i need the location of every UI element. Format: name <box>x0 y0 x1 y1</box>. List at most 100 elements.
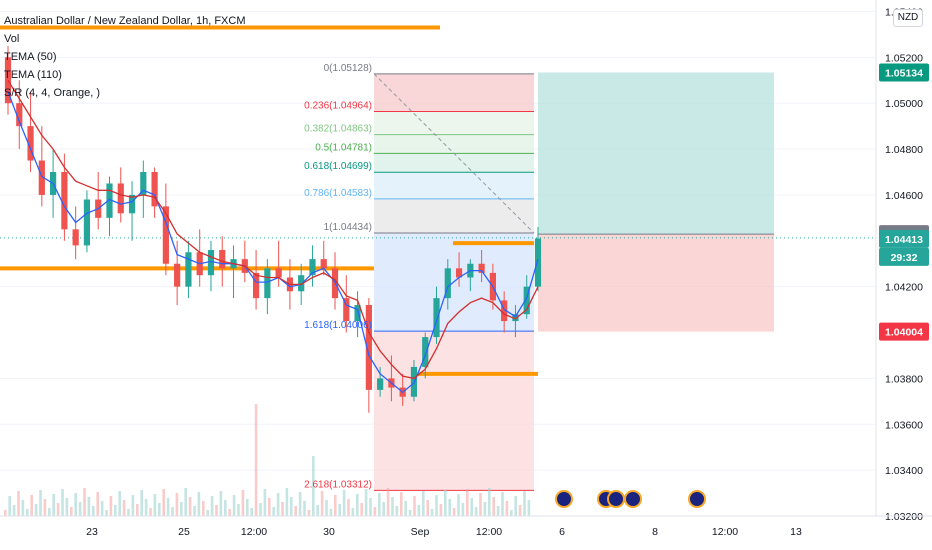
volume-bar <box>479 493 482 516</box>
volume-bar <box>215 505 218 516</box>
currency-badge[interactable]: NZD <box>893 9 923 27</box>
y-tick-label: 1.04200 <box>885 282 923 294</box>
y-tick-label: 1.04600 <box>885 190 923 202</box>
volume-bar <box>470 498 473 516</box>
x-tick-label: 25 <box>178 526 190 538</box>
candle-body <box>501 300 508 322</box>
volume-bar <box>303 501 306 516</box>
volume-bar <box>312 456 315 516</box>
y-tick-label: 1.03600 <box>885 419 923 431</box>
volume-bar <box>83 488 86 516</box>
volume-bar <box>254 404 258 516</box>
volume-bar <box>281 502 284 516</box>
fib-label: 1(1.04434) <box>324 222 372 233</box>
fib-label: 0.5(1.04781) <box>315 142 372 153</box>
x-tick-label: 12:00 <box>476 526 502 538</box>
volume-bar <box>329 509 333 516</box>
candle-body <box>275 268 282 278</box>
candle-body <box>354 305 361 322</box>
volume-bar <box>48 508 51 516</box>
volume-bar <box>144 499 148 516</box>
indicator-tema110[interactable]: TEMA (110) <box>4 69 62 81</box>
volume-bar <box>153 494 157 516</box>
candle-body <box>512 314 519 322</box>
volume-bar <box>395 506 399 516</box>
events[interactable] <box>555 490 706 508</box>
position-stop-zone <box>538 234 774 332</box>
volume-bar <box>514 496 517 516</box>
x-tick-label: 30 <box>323 526 335 538</box>
candle-body <box>4 57 12 104</box>
x-tick-label: Sep <box>411 526 430 538</box>
tema-line-1 <box>7 79 539 380</box>
volume-bar <box>65 498 69 516</box>
candle-body <box>444 268 451 299</box>
volume-bar <box>444 490 447 516</box>
fib-zone <box>374 111 534 135</box>
volume-bar <box>26 509 29 516</box>
symbol-title[interactable]: Australian Dollar / New Zealand Dollar, … <box>4 15 246 27</box>
price-tag-label: 29:32 <box>891 252 918 264</box>
fib-zone <box>374 134 534 154</box>
candle-body <box>264 268 271 299</box>
volume-bar <box>369 498 372 516</box>
indicator-vol[interactable]: Vol <box>4 33 20 45</box>
volume-bar <box>320 491 324 516</box>
tema-line-0 <box>7 91 539 394</box>
fib-label: 0.236(1.04964) <box>304 100 372 111</box>
fib-zone <box>374 153 534 173</box>
volume-bar <box>483 502 487 516</box>
candle-body <box>534 238 542 287</box>
volume-bar <box>285 488 289 516</box>
volume-bar <box>17 491 20 516</box>
volume-bar <box>78 502 82 516</box>
fib-label: 1.618(1.04006) <box>304 320 372 331</box>
volume-bar <box>56 503 60 516</box>
volume-bar <box>202 501 205 516</box>
price-axis[interactable]: 1.054001.052001.050001.048001.046001.042… <box>875 0 932 550</box>
volume-bar <box>505 501 509 516</box>
volume-bar <box>342 490 346 516</box>
volume-bar <box>382 502 385 516</box>
volume-bar <box>219 491 223 516</box>
volume-bar <box>43 499 47 516</box>
volume-bar <box>373 507 377 516</box>
volume-bar <box>180 502 183 516</box>
time-axis[interactable]: 23 25 12:00 30 Sep 12:00 6 8 12:00 13 <box>0 515 932 538</box>
candle-body <box>27 126 34 161</box>
x-tick-label: 12:00 <box>241 526 267 538</box>
fib-label: 0.618(1.04699) <box>304 161 372 172</box>
volume-bar <box>325 500 328 516</box>
volume-bar <box>430 509 434 516</box>
candle-body <box>83 199 91 246</box>
volume-bar <box>452 508 456 516</box>
volume-bar <box>316 505 319 516</box>
volume-bar <box>364 489 368 516</box>
volume-bar <box>114 505 117 516</box>
volume-bar <box>259 503 262 516</box>
volume-bar <box>122 500 126 516</box>
volume-bar <box>294 506 297 516</box>
fib-zone <box>374 172 534 199</box>
fib-trend-line <box>373 73 535 234</box>
indicator-sr[interactable]: S/R (4, 4, Orange, ) <box>4 87 100 99</box>
price-tag-label: 1.05134 <box>885 67 923 79</box>
volume-bar <box>404 501 407 516</box>
candle-body <box>455 268 463 278</box>
x-tick-label: 13 <box>790 526 802 538</box>
volume-bar <box>21 500 25 516</box>
fib-zones <box>0 72 876 491</box>
volume-bar <box>246 499 249 516</box>
candle-body <box>298 275 305 292</box>
volume-bar <box>422 491 425 516</box>
candle-body <box>151 172 158 207</box>
candle-body <box>174 263 181 287</box>
candle-body <box>162 206 169 264</box>
y-tick-label: 1.05000 <box>885 98 923 110</box>
volume-bar <box>52 494 55 516</box>
volume-bar <box>338 504 341 516</box>
indicator-tema50[interactable]: TEMA (50) <box>4 51 57 63</box>
volume-bar <box>131 495 135 516</box>
volume-bar <box>378 493 381 516</box>
